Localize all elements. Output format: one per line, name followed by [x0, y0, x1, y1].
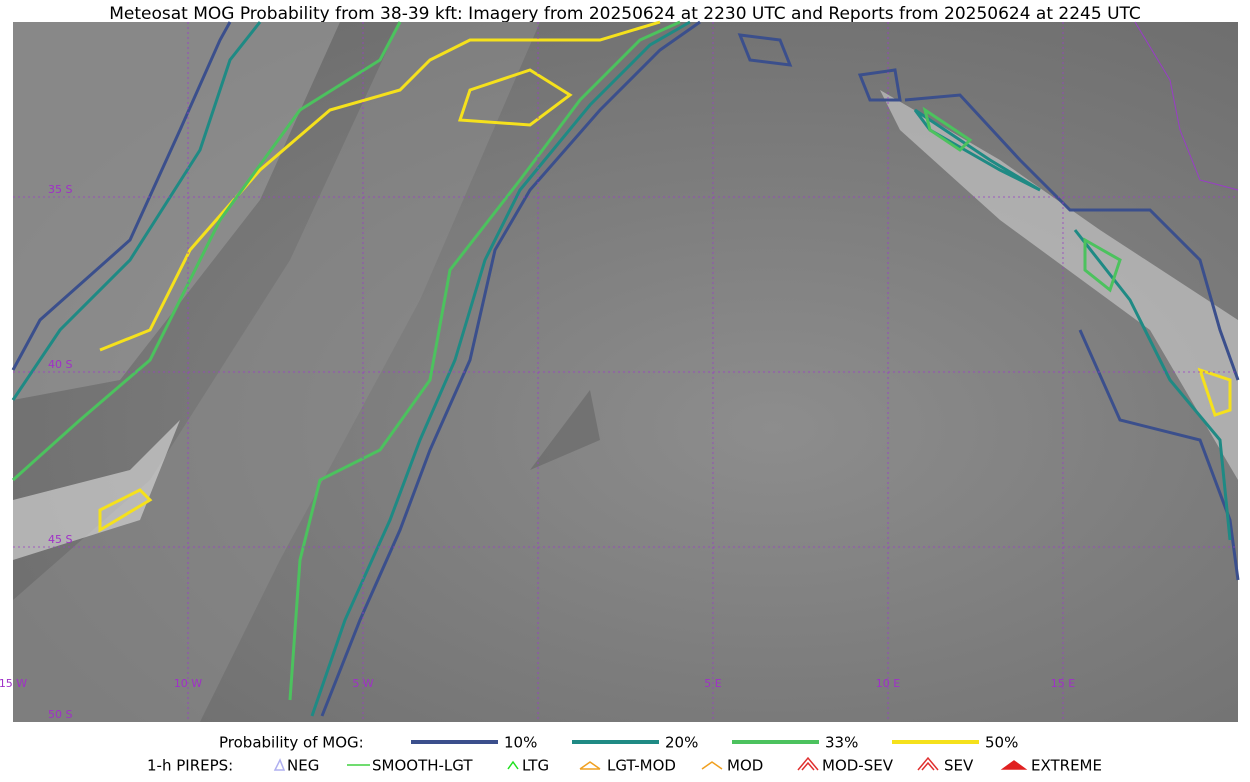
lon-label: 10 E: [876, 677, 900, 690]
legend-entry: SMOOTH-LGT: [372, 757, 473, 775]
cloud-band: [880, 90, 1238, 480]
lon-label: 15 E: [1051, 677, 1075, 690]
legend: Probability of MOG: 10% 20% 33% 50% 1-h PIREP…: [147, 734, 1102, 775]
contour-10: [904, 93, 1240, 381]
legend-entry: MOD-SEV: [822, 757, 894, 775]
lat-label: 40 S: [48, 358, 72, 371]
legend-entry: EXTREME: [1031, 757, 1102, 775]
contour-20: [310, 20, 691, 717]
contour-33: [11, 21, 402, 482]
graticule: 35 S 40 S 45 S 50 S 15 W 10 W 5 W 5 E 10 E 15 E: [0, 22, 1238, 722]
cloud-band: [13, 22, 340, 400]
legend-entry: LTG: [522, 757, 549, 775]
contour-33: [922, 106, 973, 152]
pirep-icon: [1000, 760, 1028, 770]
legend-label: 1-h PIREPS:: [147, 757, 233, 775]
map: 35 S 40 S 45 S 50 S 15 W 10 W 5 W 5 E 10 E 15 E: [0, 20, 1240, 722]
contour-33: [1083, 237, 1122, 293]
pirep-icon: [507, 760, 519, 770]
lat-label: 50 S: [48, 708, 72, 721]
contour-10: [11, 21, 232, 371]
pirep-icon: [917, 756, 939, 771]
lon-label: 5 E: [704, 677, 721, 690]
legend-entry: LGT-MOD: [607, 757, 676, 775]
contour-20: [913, 108, 1041, 192]
pirep-icon: [273, 758, 286, 771]
contour-10: [320, 20, 701, 717]
lat-label: 45 S: [48, 533, 72, 546]
contour-50: [457, 68, 573, 127]
lon-label: 10 W: [174, 677, 202, 690]
cloud-band: [13, 420, 180, 560]
contour-10: [737, 33, 793, 67]
dark-feature: [530, 390, 600, 470]
contour-10: [857, 68, 902, 102]
contour-50: [99, 20, 661, 352]
lon-label: 15 W: [0, 677, 27, 690]
legend-entry: 50%: [985, 734, 1018, 752]
title: Meteosat MOG Probability from 38-39 kft:…: [109, 4, 1141, 24]
contours: [11, 20, 1240, 717]
contour-20: [1073, 229, 1232, 541]
legend-entry: 10%: [504, 734, 537, 752]
pirep-icon: [701, 761, 723, 770]
legend-entry: 33%: [825, 734, 858, 752]
legend-entry: MOD: [727, 757, 763, 775]
legend-label: Probability of MOG:: [219, 734, 364, 752]
contour-50: [1197, 367, 1232, 417]
contour-20: [11, 21, 262, 401]
legend-entry: SEV: [944, 757, 974, 775]
coastline: [1134, 21, 1239, 191]
legend-entry: 20%: [665, 734, 698, 752]
contour-10: [1078, 329, 1240, 581]
pirep-icon: [579, 761, 601, 770]
lon-label: 5 W: [352, 677, 373, 690]
contour-33: [288, 20, 681, 701]
contour-50: [98, 488, 153, 533]
legend-entry: NEG: [287, 757, 319, 775]
pirep-icon: [797, 756, 819, 771]
lat-label: 35 S: [48, 183, 72, 196]
